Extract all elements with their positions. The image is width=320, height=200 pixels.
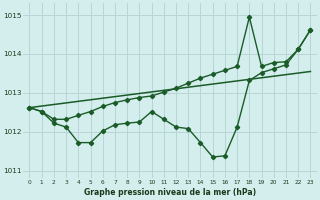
X-axis label: Graphe pression niveau de la mer (hPa): Graphe pression niveau de la mer (hPa) bbox=[84, 188, 256, 197]
